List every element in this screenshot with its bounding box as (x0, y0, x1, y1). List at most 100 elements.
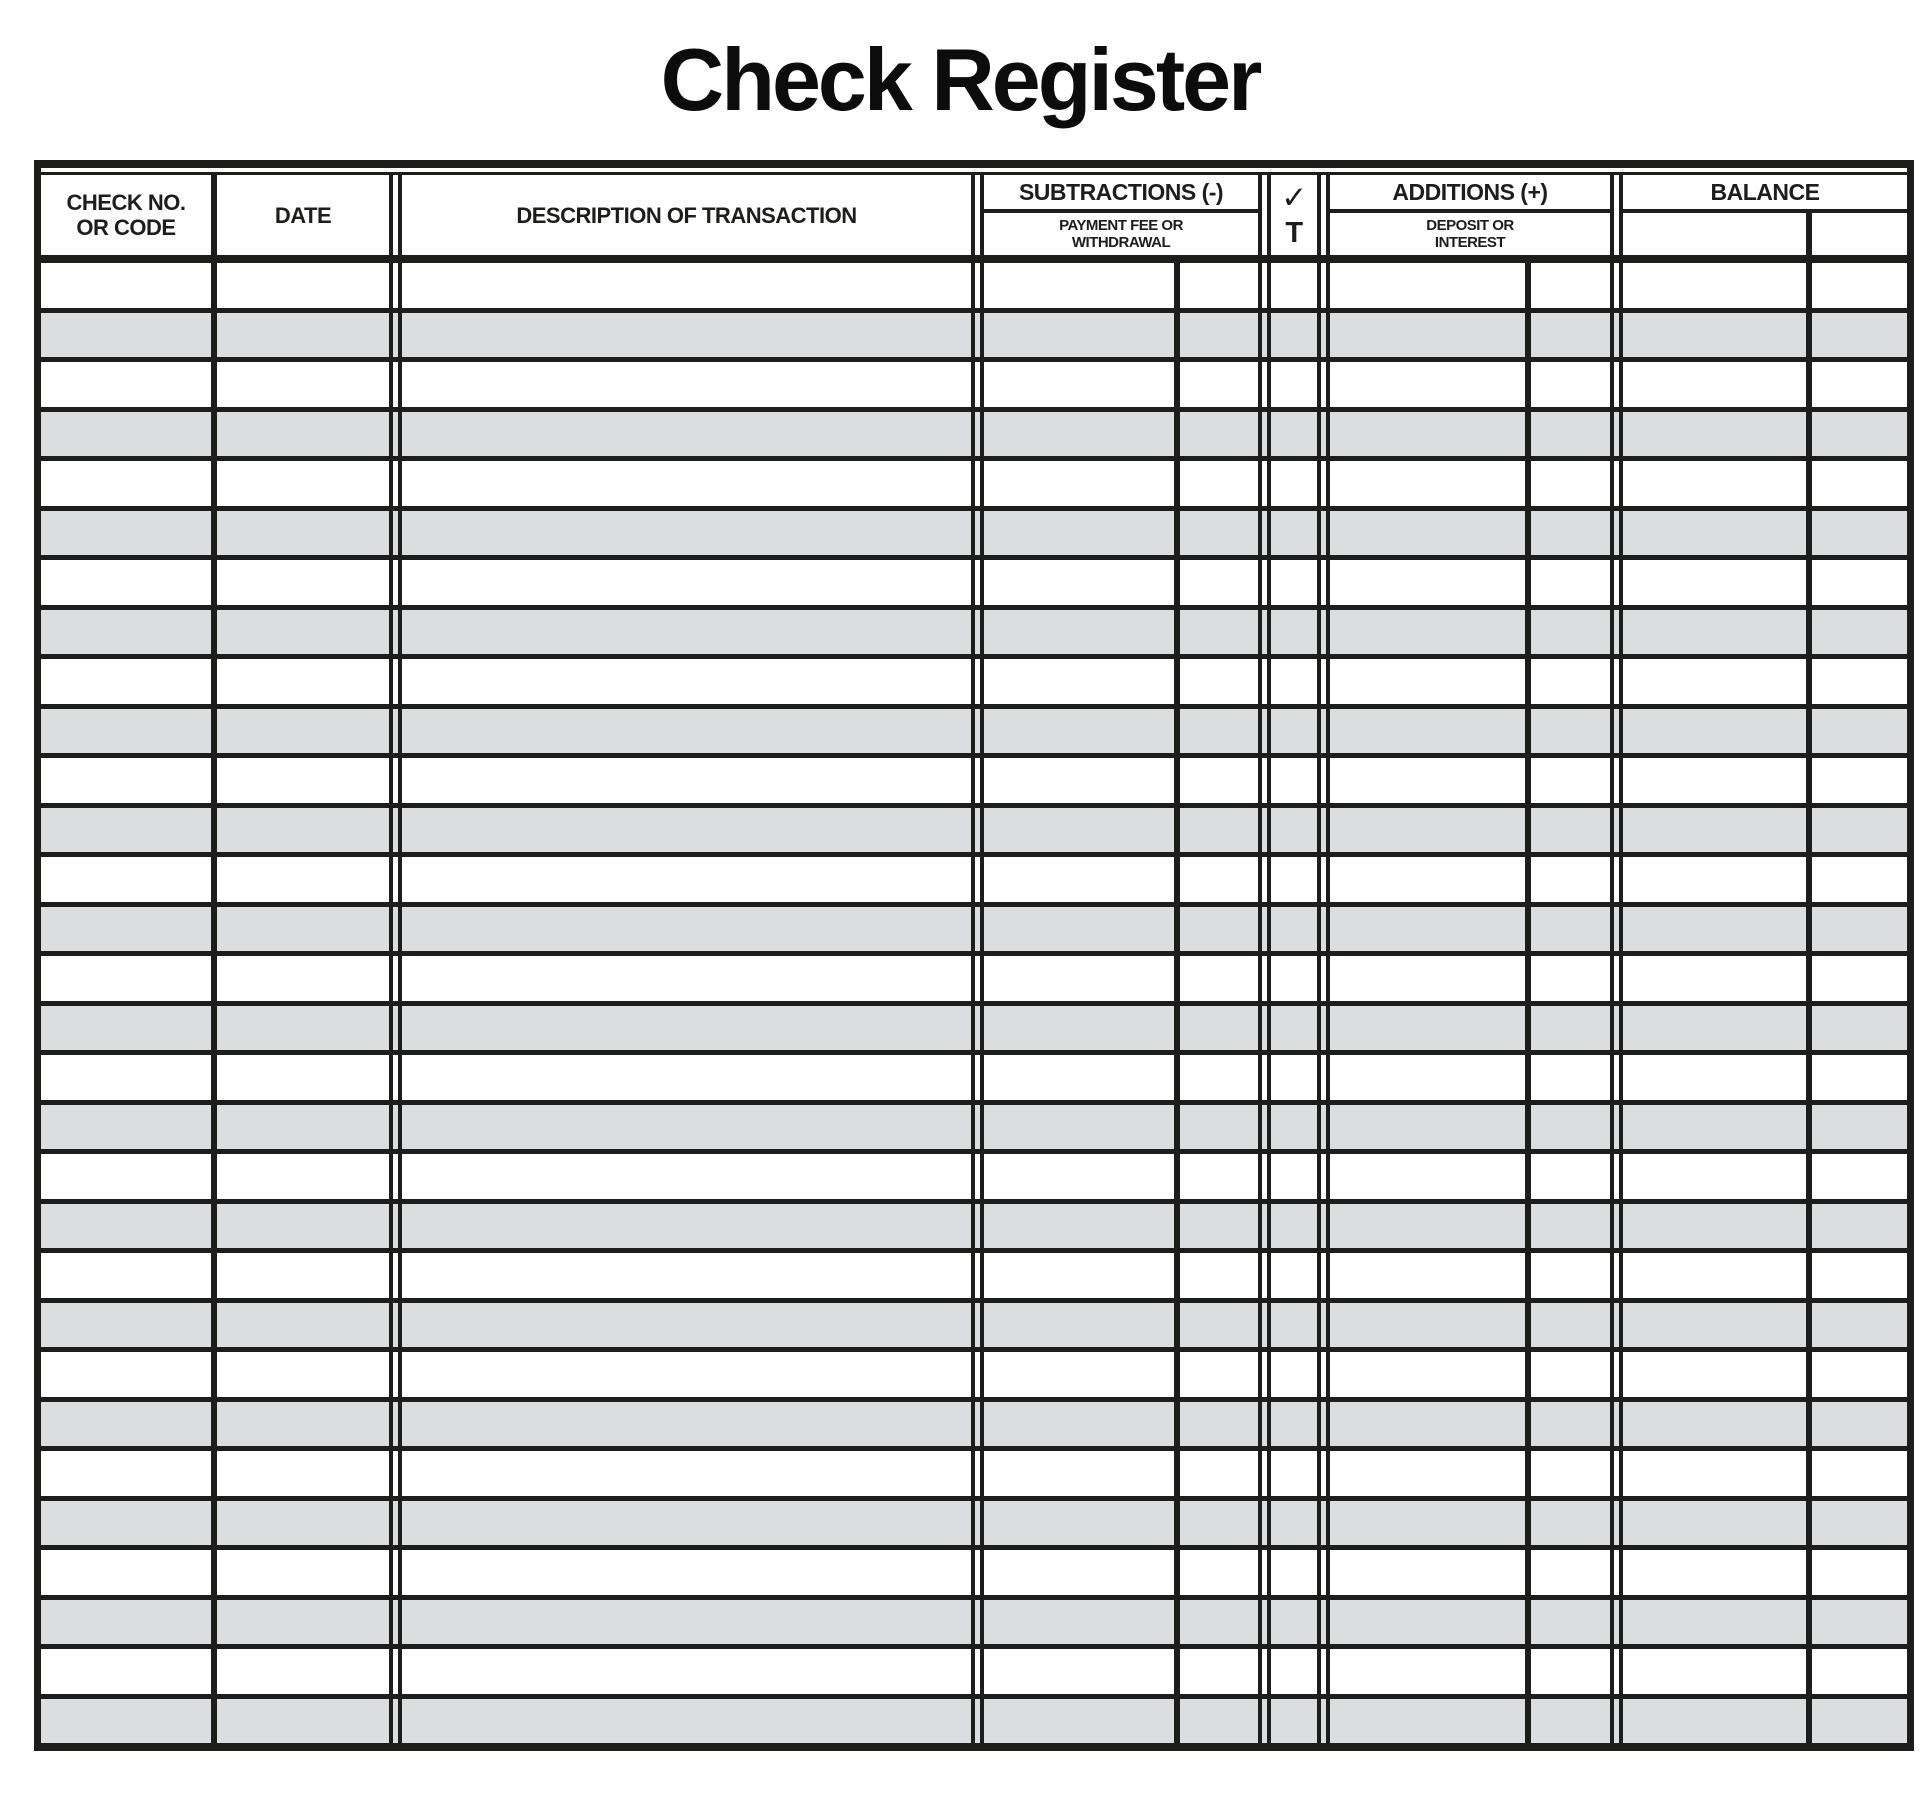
cell-cleared[interactable] (1271, 659, 1317, 704)
cell-deposit-amount[interactable] (1330, 956, 1525, 1001)
cell-deposit-cents[interactable] (1531, 807, 1610, 852)
cell-date[interactable] (217, 609, 389, 654)
cell-deposit-amount[interactable] (1330, 1599, 1525, 1644)
cell-date[interactable] (217, 1055, 389, 1100)
cell-cleared[interactable] (1271, 708, 1317, 753)
cell-deposit-amount[interactable] (1330, 1500, 1525, 1545)
cell-cleared[interactable] (1271, 1005, 1317, 1050)
cell-check-no[interactable] (41, 510, 211, 555)
cell-balance-cents[interactable] (1812, 312, 1907, 357)
cell-description[interactable] (402, 560, 971, 605)
cell-description[interactable] (402, 956, 971, 1001)
cell-payment-cents[interactable] (1180, 609, 1258, 654)
cell-balance-amount[interactable] (1623, 510, 1806, 555)
cell-deposit-cents[interactable] (1531, 1500, 1610, 1545)
cell-description[interactable] (402, 708, 971, 753)
cell-deposit-amount[interactable] (1330, 1401, 1525, 1446)
cell-deposit-amount[interactable] (1330, 659, 1525, 704)
cell-cleared[interactable] (1271, 1302, 1317, 1347)
cell-check-no[interactable] (41, 1550, 211, 1595)
cell-payment-cents[interactable] (1180, 1005, 1258, 1050)
cell-cleared[interactable] (1271, 956, 1317, 1001)
cell-deposit-cents[interactable] (1531, 1451, 1610, 1496)
cell-cleared[interactable] (1271, 1253, 1317, 1298)
cell-description[interactable] (402, 461, 971, 506)
cell-deposit-cents[interactable] (1531, 659, 1610, 704)
cell-balance-cents[interactable] (1812, 1599, 1907, 1644)
cell-deposit-cents[interactable] (1531, 362, 1610, 407)
cell-date[interactable] (217, 659, 389, 704)
cell-balance-cents[interactable] (1812, 857, 1907, 902)
cell-description[interactable] (402, 807, 971, 852)
cell-balance-cents[interactable] (1812, 1500, 1907, 1545)
cell-date[interactable] (217, 1698, 389, 1743)
cell-payment-cents[interactable] (1180, 1500, 1258, 1545)
cell-deposit-amount[interactable] (1330, 1005, 1525, 1050)
cell-date[interactable] (217, 411, 389, 456)
cell-cleared[interactable] (1271, 461, 1317, 506)
cell-balance-amount[interactable] (1623, 1550, 1806, 1595)
cell-balance-cents[interactable] (1812, 1253, 1907, 1298)
cell-balance-cents[interactable] (1812, 956, 1907, 1001)
cell-check-no[interactable] (41, 1104, 211, 1149)
cell-balance-amount[interactable] (1623, 1253, 1806, 1298)
cell-payment-amount[interactable] (984, 708, 1174, 753)
cell-payment-cents[interactable] (1180, 1055, 1258, 1100)
cell-balance-cents[interactable] (1812, 461, 1907, 506)
cell-balance-cents[interactable] (1812, 1154, 1907, 1199)
cell-payment-amount[interactable] (984, 1451, 1174, 1496)
cell-balance-cents[interactable] (1812, 1302, 1907, 1347)
cell-deposit-amount[interactable] (1330, 1451, 1525, 1496)
cell-cleared[interactable] (1271, 758, 1317, 803)
cell-balance-cents[interactable] (1812, 659, 1907, 704)
cell-balance-cents[interactable] (1812, 807, 1907, 852)
cell-cleared[interactable] (1271, 1599, 1317, 1644)
cell-payment-amount[interactable] (984, 1154, 1174, 1199)
cell-payment-cents[interactable] (1180, 312, 1258, 357)
cell-deposit-amount[interactable] (1330, 1550, 1525, 1595)
cell-balance-amount[interactable] (1623, 560, 1806, 605)
cell-deposit-cents[interactable] (1531, 411, 1610, 456)
cell-date[interactable] (217, 906, 389, 951)
cell-balance-amount[interactable] (1623, 1055, 1806, 1100)
cell-balance-cents[interactable] (1812, 1352, 1907, 1397)
cell-check-no[interactable] (41, 1599, 211, 1644)
cell-payment-amount[interactable] (984, 1401, 1174, 1446)
cell-balance-amount[interactable] (1623, 1599, 1806, 1644)
cell-deposit-amount[interactable] (1330, 708, 1525, 753)
cell-description[interactable] (402, 906, 971, 951)
cell-date[interactable] (217, 312, 389, 357)
cell-cleared[interactable] (1271, 609, 1317, 654)
cell-date[interactable] (217, 1599, 389, 1644)
cell-payment-cents[interactable] (1180, 659, 1258, 704)
cell-date[interactable] (217, 560, 389, 605)
cell-description[interactable] (402, 312, 971, 357)
cell-balance-amount[interactable] (1623, 1451, 1806, 1496)
cell-deposit-cents[interactable] (1531, 857, 1610, 902)
cell-cleared[interactable] (1271, 1451, 1317, 1496)
cell-deposit-cents[interactable] (1531, 1005, 1610, 1050)
cell-balance-amount[interactable] (1623, 609, 1806, 654)
cell-check-no[interactable] (41, 758, 211, 803)
cell-description[interactable] (402, 1599, 971, 1644)
cell-balance-amount[interactable] (1623, 906, 1806, 951)
cell-description[interactable] (402, 1203, 971, 1248)
cell-payment-cents[interactable] (1180, 1203, 1258, 1248)
cell-date[interactable] (217, 461, 389, 506)
cell-description[interactable] (402, 1055, 971, 1100)
cell-balance-cents[interactable] (1812, 1005, 1907, 1050)
cell-balance-cents[interactable] (1812, 510, 1907, 555)
cell-balance-cents[interactable] (1812, 609, 1907, 654)
cell-deposit-cents[interactable] (1531, 1253, 1610, 1298)
cell-balance-cents[interactable] (1812, 362, 1907, 407)
cell-description[interactable] (402, 1154, 971, 1199)
cell-description[interactable] (402, 1302, 971, 1347)
cell-cleared[interactable] (1271, 510, 1317, 555)
cell-deposit-amount[interactable] (1330, 461, 1525, 506)
cell-balance-amount[interactable] (1623, 1005, 1806, 1050)
cell-deposit-amount[interactable] (1330, 906, 1525, 951)
cell-description[interactable] (402, 1253, 971, 1298)
cell-cleared[interactable] (1271, 362, 1317, 407)
cell-deposit-amount[interactable] (1330, 312, 1525, 357)
cell-check-no[interactable] (41, 1302, 211, 1347)
